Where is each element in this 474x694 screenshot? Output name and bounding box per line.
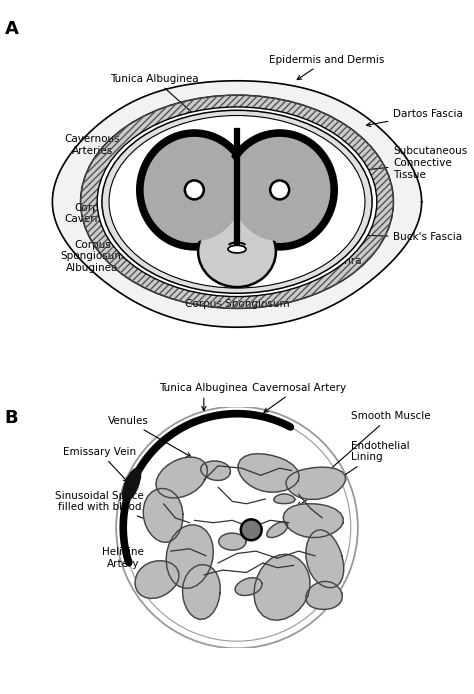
- Ellipse shape: [198, 216, 276, 287]
- Ellipse shape: [81, 95, 393, 308]
- Text: Epidermis and Dermis: Epidermis and Dermis: [269, 55, 385, 80]
- Ellipse shape: [228, 246, 246, 253]
- Text: Emissary Vein: Emissary Vein: [63, 447, 136, 482]
- Polygon shape: [235, 578, 262, 595]
- Polygon shape: [156, 457, 208, 498]
- Ellipse shape: [231, 139, 328, 241]
- Polygon shape: [267, 522, 288, 538]
- Polygon shape: [254, 555, 310, 620]
- Polygon shape: [283, 504, 343, 538]
- Polygon shape: [286, 467, 346, 500]
- Text: Subcutaneous
Connective
Tissue: Subcutaneous Connective Tissue: [359, 146, 468, 180]
- Text: Cavernous
Arteries: Cavernous Arteries: [64, 134, 191, 189]
- Polygon shape: [274, 494, 295, 504]
- Circle shape: [270, 180, 289, 199]
- Text: Smooth Muscle: Smooth Muscle: [318, 411, 430, 480]
- Polygon shape: [166, 525, 213, 589]
- Polygon shape: [306, 582, 342, 609]
- Circle shape: [123, 414, 351, 641]
- Polygon shape: [143, 489, 183, 543]
- Polygon shape: [219, 533, 246, 550]
- Polygon shape: [238, 454, 299, 492]
- Text: Corpus Spongiosum: Corpus Spongiosum: [185, 291, 289, 309]
- Ellipse shape: [146, 139, 243, 241]
- Text: Tunica Albuginea: Tunica Albuginea: [110, 74, 218, 135]
- Polygon shape: [182, 565, 220, 619]
- Text: Corpus
Cavernosa: Corpus Cavernosa: [65, 203, 167, 224]
- Text: Sinusoidal Space
filled with blood: Sinusoidal Space filled with blood: [55, 491, 169, 529]
- Text: Corpus
Spongiosum
Albuginea: Corpus Spongiosum Albuginea: [60, 239, 205, 273]
- Text: Endothelial
Lining: Endothelial Lining: [297, 441, 410, 506]
- Text: B: B: [5, 409, 18, 427]
- Polygon shape: [306, 530, 344, 588]
- Polygon shape: [135, 561, 179, 598]
- Polygon shape: [53, 81, 422, 328]
- Ellipse shape: [102, 110, 372, 294]
- Text: Tunica Albuginea: Tunica Albuginea: [160, 382, 248, 411]
- Ellipse shape: [225, 133, 334, 247]
- Circle shape: [185, 180, 204, 199]
- Polygon shape: [201, 461, 230, 480]
- Text: Helicine
Artery: Helicine Artery: [102, 548, 188, 577]
- Text: Buck's Fascia: Buck's Fascia: [357, 232, 463, 242]
- Ellipse shape: [109, 115, 365, 288]
- Circle shape: [241, 519, 262, 540]
- Ellipse shape: [140, 133, 249, 247]
- Text: Dartos Fascia: Dartos Fascia: [366, 109, 463, 126]
- Text: Cavernosal Artery: Cavernosal Artery: [252, 382, 346, 412]
- Circle shape: [116, 407, 358, 648]
- Text: Urethra: Urethra: [248, 247, 362, 266]
- Ellipse shape: [97, 107, 377, 296]
- Ellipse shape: [122, 468, 141, 502]
- Text: A: A: [5, 20, 18, 38]
- Text: Venules: Venules: [108, 416, 191, 457]
